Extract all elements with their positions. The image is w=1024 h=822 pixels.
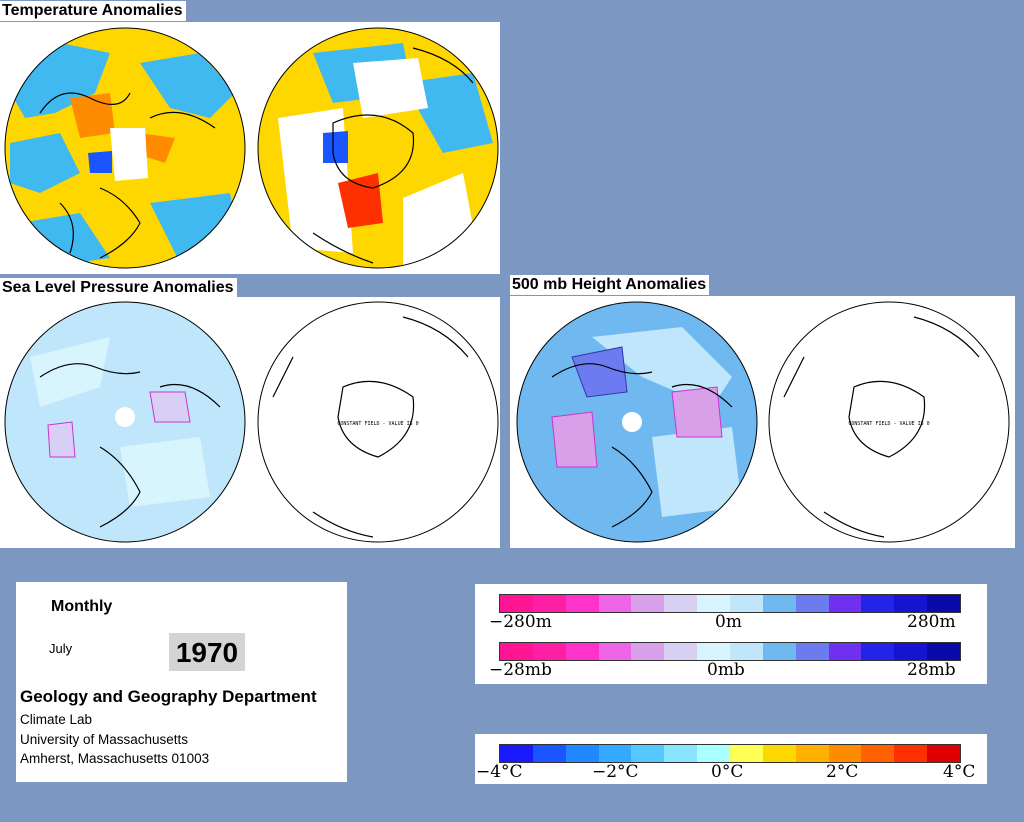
pressure-colorbar-swatch-10 — [828, 643, 862, 660]
height-panel: CONSTANT FIELD - VALUE IS 0 — [510, 296, 1015, 548]
pressure-colorbar-swatch-3 — [598, 643, 632, 660]
month-label: July — [49, 641, 73, 656]
height-colorbar-swatch-5 — [664, 595, 698, 612]
height-colorbar-swatch-11 — [861, 595, 895, 612]
pressure-colorbar — [499, 642, 961, 661]
height-max-label: 280m — [907, 612, 956, 632]
temperature-colorbar-swatch-4 — [631, 745, 665, 762]
height-colorbar-swatch-7 — [730, 595, 763, 612]
temperature-legend-panel: −4°C −2°C 0°C 2°C 4°C — [475, 734, 987, 784]
temperature-colorbar-swatch-6 — [697, 745, 731, 762]
slp-panel: CONSTANT FIELD - VALUE IS 0 — [0, 297, 500, 548]
pressure-colorbar-swatch-12 — [894, 643, 928, 660]
pressure-colorbar-swatch-4 — [631, 643, 665, 660]
pressure-min-label: −28mb — [489, 660, 552, 680]
height-colorbar-swatch-2 — [565, 595, 599, 612]
university-name: University of Massachusetts — [20, 732, 189, 747]
address: Amherst, Massachusetts 01003 — [20, 751, 210, 766]
pressure-colorbar-swatch-7 — [730, 643, 763, 660]
height-colorbar-swatch-3 — [598, 595, 632, 612]
temperature-colorbar-swatch-1 — [532, 745, 566, 762]
height-colorbar-swatch-4 — [631, 595, 665, 612]
slp-anomalies-title: Sea Level Pressure Anomalies — [0, 278, 237, 298]
pressure-colorbar-swatch-11 — [861, 643, 895, 660]
temp-label-0: 0°C — [711, 762, 744, 782]
temperature-colorbar — [499, 744, 961, 763]
pressure-colorbar-swatch-2 — [565, 643, 599, 660]
height-colorbar-swatch-13 — [927, 595, 961, 612]
height-500mb-anomalies-title: 500 mb Height Anomalies — [510, 275, 710, 295]
height-map-north — [512, 297, 762, 547]
temp-label-neg2: −2°C — [592, 762, 639, 782]
temperature-colorbar-swatch-12 — [894, 745, 928, 762]
height-min-label: −280m — [489, 612, 552, 632]
height-colorbar-swatch-0 — [500, 595, 533, 612]
temp-label-4: 4°C — [943, 762, 976, 782]
height-colorbar-swatch-8 — [762, 595, 796, 612]
pressure-max-label: 28mb — [907, 660, 956, 680]
temperature-colorbar-swatch-10 — [828, 745, 862, 762]
pressure-colorbar-swatch-1 — [532, 643, 566, 660]
pressure-colorbar-swatch-5 — [664, 643, 698, 660]
height-colorbar-swatch-6 — [697, 595, 731, 612]
height-mid-label: 0m — [715, 612, 742, 632]
height-map-south: CONSTANT FIELD - VALUE IS 0 — [764, 297, 1014, 547]
height-colorbar-swatch-1 — [532, 595, 566, 612]
anomaly-legend-panel: −280m 0m 280m −28mb 0mb 28mb — [475, 584, 987, 684]
slp-map-north — [0, 297, 250, 547]
year-label: 1970 — [169, 633, 245, 671]
temperature-colorbar-swatch-7 — [730, 745, 763, 762]
temperature-colorbar-swatch-5 — [664, 745, 698, 762]
pressure-colorbar-swatch-6 — [697, 643, 731, 660]
temperature-colorbar-swatch-13 — [927, 745, 961, 762]
temp-label-neg4: −4°C — [476, 762, 523, 782]
height-constant-field-note: CONSTANT FIELD - VALUE IS 0 — [848, 421, 929, 427]
temperature-map-south — [253, 23, 503, 273]
lab-name: Climate Lab — [20, 712, 93, 727]
pressure-colorbar-swatch-8 — [762, 643, 796, 660]
height-colorbar-swatch-12 — [894, 595, 928, 612]
height-colorbar-swatch-10 — [828, 595, 862, 612]
temperature-colorbar-swatch-0 — [500, 745, 533, 762]
department-name: Geology and Geography Department — [20, 687, 317, 706]
pressure-colorbar-swatch-9 — [795, 643, 829, 660]
temperature-colorbar-swatch-2 — [565, 745, 599, 762]
temperature-panel — [0, 22, 500, 274]
temperature-colorbar-swatch-8 — [762, 745, 796, 762]
slp-map-south: CONSTANT FIELD - VALUE IS 0 — [253, 297, 503, 547]
temperature-map-north — [0, 23, 250, 273]
slp-constant-field-note: CONSTANT FIELD - VALUE IS 0 — [337, 421, 418, 427]
temperature-colorbar-swatch-3 — [598, 745, 632, 762]
temperature-anomalies-title: Temperature Anomalies — [0, 1, 186, 21]
height-colorbar-swatch-9 — [795, 595, 829, 612]
pressure-colorbar-swatch-0 — [500, 643, 533, 660]
temp-label-2: 2°C — [826, 762, 859, 782]
pressure-mid-label: 0mb — [707, 660, 745, 680]
height-colorbar — [499, 594, 961, 613]
temperature-colorbar-swatch-11 — [861, 745, 895, 762]
info-panel: Monthly July 1970 Geology and Geography … — [16, 582, 347, 782]
pressure-colorbar-swatch-13 — [927, 643, 961, 660]
period-label: Monthly — [51, 598, 113, 615]
temperature-colorbar-swatch-9 — [795, 745, 829, 762]
